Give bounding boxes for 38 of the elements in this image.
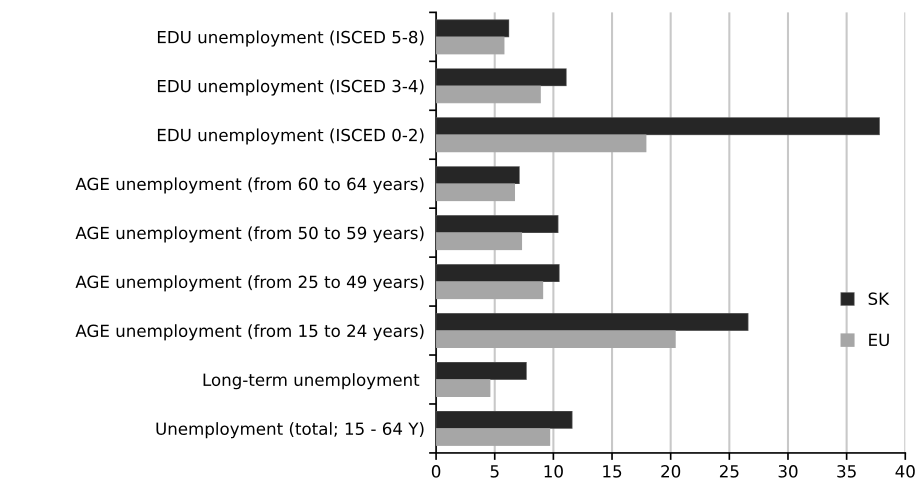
- bar: [436, 215, 558, 233]
- bar: [436, 68, 567, 86]
- bar: [436, 362, 527, 380]
- x-tick-label: 20: [661, 465, 680, 478]
- x-tick-label: 30: [778, 465, 798, 478]
- bar: [436, 166, 520, 184]
- x-tick-label: 40: [895, 465, 915, 478]
- legend-label: SK: [868, 292, 890, 306]
- x-tick-label: 35: [837, 465, 856, 478]
- y-tick-label: AGE unemployment (from 15 to 24 years): [75, 324, 424, 340]
- bar: [436, 281, 544, 300]
- bar: [436, 264, 560, 282]
- bar: [436, 117, 880, 136]
- bar: [436, 410, 572, 429]
- bar: [436, 330, 676, 348]
- legend-label: EU: [869, 334, 889, 346]
- y-tick-label: AGE unemployment (from 50 to 59 years): [75, 226, 424, 242]
- y-tick-label: EDU unemployment (ISCED 0-2): [158, 128, 424, 145]
- bar: [436, 183, 516, 202]
- x-tick-label: 5: [490, 465, 499, 478]
- bar: [436, 428, 550, 446]
- x-tick-label: 0: [432, 465, 440, 478]
- bar: [436, 232, 522, 250]
- bar: [436, 36, 504, 54]
- y-tick-label: AGE unemployment (from 60 to 64 years): [75, 177, 424, 194]
- bar: [436, 313, 748, 331]
- y-tick-label: EDU unemployment (ISCED 5-8): [158, 30, 424, 47]
- x-tick-label: 10: [544, 465, 563, 478]
- x-tick-label: 25: [720, 465, 738, 478]
- x-tick-label: 15: [603, 465, 622, 478]
- y-tick-label: Unemployment (total; 15 - 64 Y): [156, 422, 424, 438]
- y-tick-label: Long-term unemployment: [204, 373, 420, 390]
- bar: [436, 19, 510, 38]
- y-tick-label: AGE unemployment (from 25 to 49 years): [75, 275, 424, 292]
- y-tick-label: EDU unemployment (ISCED 3-4): [158, 79, 424, 96]
- bar: [436, 85, 541, 104]
- bar: [436, 134, 646, 152]
- bar: [436, 379, 490, 397]
